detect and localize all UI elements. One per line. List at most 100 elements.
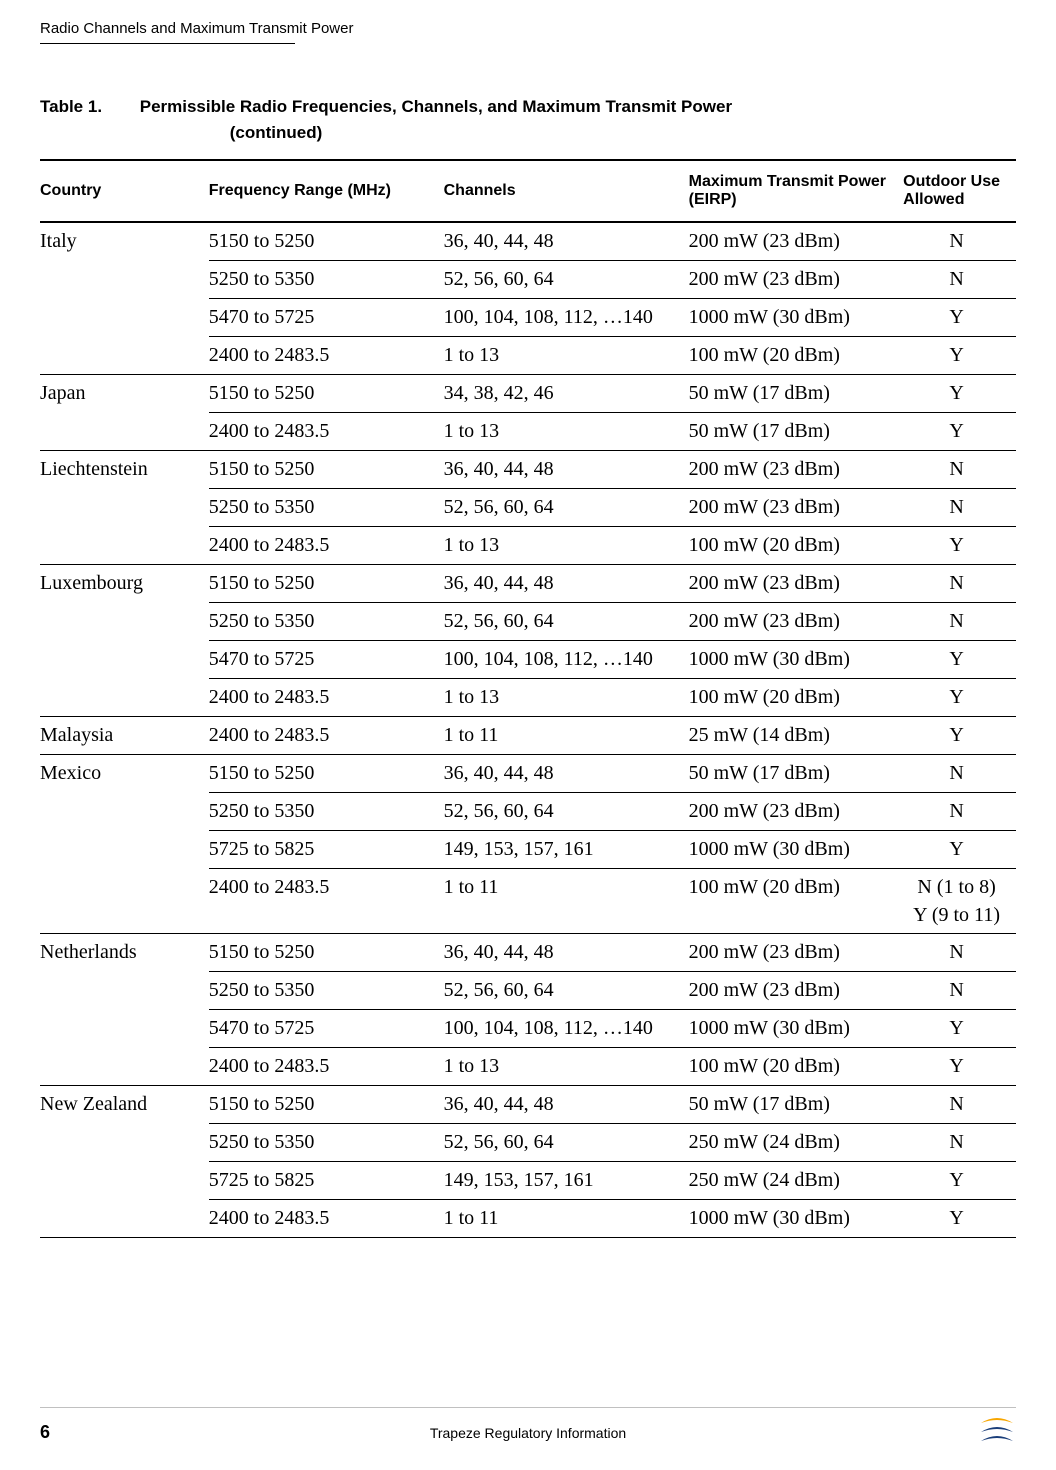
cell-power: 50 mW (17 dBm) — [689, 413, 904, 451]
table-title: Permissible Radio Frequencies, Channels,… — [140, 94, 980, 145]
cell-freq: 5470 to 5725 — [209, 1010, 444, 1048]
cell-power: 1000 mW (30 dBm) — [689, 831, 904, 869]
cell-outdoor: N — [903, 603, 1016, 641]
cell-channels: 52, 56, 60, 64 — [444, 793, 689, 831]
footer-page-number: 6 — [40, 1422, 80, 1443]
cell-freq: 2400 to 2483.5 — [209, 413, 444, 451]
cell-outdoor: Y — [903, 1010, 1016, 1048]
cell-freq: 5250 to 5350 — [209, 972, 444, 1010]
cell-freq: 5150 to 5250 — [209, 934, 444, 972]
cell-outdoor: N (1 to 8)Y (9 to 11) — [903, 869, 1016, 934]
cell-power: 50 mW (17 dBm) — [689, 1086, 904, 1124]
cell-freq: 5150 to 5250 — [209, 222, 444, 261]
cell-power: 200 mW (23 dBm) — [689, 793, 904, 831]
table-body: Italy5150 to 525036, 40, 44, 48200 mW (2… — [40, 222, 1016, 1238]
cell-channels: 34, 38, 42, 46 — [444, 375, 689, 413]
cell-channels: 149, 153, 157, 161 — [444, 1162, 689, 1200]
cell-outdoor: N — [903, 451, 1016, 489]
footer-logo-icon — [976, 1417, 1016, 1448]
cell-channels: 36, 40, 44, 48 — [444, 451, 689, 489]
cell-power: 200 mW (23 dBm) — [689, 565, 904, 603]
running-header-rule — [40, 43, 295, 44]
table-row: New Zealand5150 to 525036, 40, 44, 4850 … — [40, 1086, 1016, 1124]
cell-power: 200 mW (23 dBm) — [689, 934, 904, 972]
cell-power: 200 mW (23 dBm) — [689, 222, 904, 261]
cell-power: 200 mW (23 dBm) — [689, 451, 904, 489]
cell-outdoor: Y — [903, 679, 1016, 717]
cell-channels: 1 to 11 — [444, 717, 689, 755]
cell-power: 250 mW (24 dBm) — [689, 1162, 904, 1200]
cell-channels: 52, 56, 60, 64 — [444, 972, 689, 1010]
running-header: Radio Channels and Maximum Transmit Powe… — [40, 20, 1016, 43]
cell-channels: 100, 104, 108, 112, …140 — [444, 299, 689, 337]
cell-channels: 1 to 13 — [444, 1048, 689, 1086]
cell-channels: 52, 56, 60, 64 — [444, 1124, 689, 1162]
cell-freq: 2400 to 2483.5 — [209, 527, 444, 565]
cell-freq: 5250 to 5350 — [209, 261, 444, 299]
cell-outdoor: Y — [903, 1162, 1016, 1200]
cell-country: Netherlands — [40, 934, 209, 1086]
cell-channels: 1 to 11 — [444, 869, 689, 934]
cell-freq: 5250 to 5350 — [209, 489, 444, 527]
table-row: Italy5150 to 525036, 40, 44, 48200 mW (2… — [40, 222, 1016, 261]
cell-freq: 5150 to 5250 — [209, 1086, 444, 1124]
cell-freq: 2400 to 2483.5 — [209, 679, 444, 717]
cell-country: New Zealand — [40, 1086, 209, 1238]
cell-power: 200 mW (23 dBm) — [689, 489, 904, 527]
cell-outdoor: N — [903, 755, 1016, 793]
cell-power: 200 mW (23 dBm) — [689, 972, 904, 1010]
cell-power: 50 mW (17 dBm) — [689, 375, 904, 413]
th-channels: Channels — [444, 160, 689, 222]
cell-channels: 1 to 11 — [444, 1200, 689, 1238]
table-row: Netherlands5150 to 525036, 40, 44, 48200… — [40, 934, 1016, 972]
cell-channels: 52, 56, 60, 64 — [444, 603, 689, 641]
th-outdoor: Outdoor Use Allowed — [903, 160, 1016, 222]
cell-channels: 36, 40, 44, 48 — [444, 222, 689, 261]
page: Radio Channels and Maximum Transmit Powe… — [0, 0, 1056, 1470]
cell-country: Luxembourg — [40, 565, 209, 717]
table-row: Luxembourg5150 to 525036, 40, 44, 48200 … — [40, 565, 1016, 603]
cell-outdoor: N — [903, 972, 1016, 1010]
cell-power: 1000 mW (30 dBm) — [689, 1010, 904, 1048]
cell-outdoor: N — [903, 261, 1016, 299]
cell-country: Japan — [40, 375, 209, 451]
cell-channels: 1 to 13 — [444, 337, 689, 375]
cell-outdoor: Y — [903, 641, 1016, 679]
cell-channels: 36, 40, 44, 48 — [444, 934, 689, 972]
cell-freq: 5470 to 5725 — [209, 641, 444, 679]
cell-channels: 1 to 13 — [444, 679, 689, 717]
table-row: Malaysia2400 to 2483.51 to 1125 mW (14 d… — [40, 717, 1016, 755]
cell-outdoor: Y — [903, 299, 1016, 337]
cell-channels: 36, 40, 44, 48 — [444, 755, 689, 793]
cell-outdoor: N — [903, 489, 1016, 527]
cell-channels: 52, 56, 60, 64 — [444, 489, 689, 527]
cell-freq: 5250 to 5350 — [209, 1124, 444, 1162]
cell-outdoor: N — [903, 222, 1016, 261]
cell-country: Liechtenstein — [40, 451, 209, 565]
cell-outdoor: Y — [903, 413, 1016, 451]
table-row: Mexico5150 to 525036, 40, 44, 4850 mW (1… — [40, 755, 1016, 793]
cell-channels: 1 to 13 — [444, 413, 689, 451]
cell-freq: 5725 to 5825 — [209, 1162, 444, 1200]
cell-freq: 2400 to 2483.5 — [209, 1048, 444, 1086]
cell-power: 200 mW (23 dBm) — [689, 261, 904, 299]
cell-outdoor: Y — [903, 337, 1016, 375]
cell-power: 1000 mW (30 dBm) — [689, 1200, 904, 1238]
cell-power: 1000 mW (30 dBm) — [689, 641, 904, 679]
cell-outdoor: N — [903, 934, 1016, 972]
cell-power: 250 mW (24 dBm) — [689, 1124, 904, 1162]
footer-row: 6 Trapeze Regulatory Information — [40, 1417, 1016, 1448]
table-label: Table 1. — [40, 94, 135, 120]
cell-outdoor: Y — [903, 717, 1016, 755]
cell-channels: 149, 153, 157, 161 — [444, 831, 689, 869]
table-continued: (continued) — [140, 120, 980, 146]
table-row: Japan5150 to 525034, 38, 42, 4650 mW (17… — [40, 375, 1016, 413]
cell-freq: 2400 to 2483.5 — [209, 337, 444, 375]
table-header-row: Country Frequency Range (MHz) Channels M… — [40, 160, 1016, 222]
cell-freq: 5150 to 5250 — [209, 755, 444, 793]
table-title-text: Permissible Radio Frequencies, Channels,… — [140, 97, 732, 116]
cell-outdoor: Y — [903, 831, 1016, 869]
cell-power: 1000 mW (30 dBm) — [689, 299, 904, 337]
footer-title: Trapeze Regulatory Information — [80, 1425, 976, 1441]
cell-channels: 100, 104, 108, 112, …140 — [444, 1010, 689, 1048]
